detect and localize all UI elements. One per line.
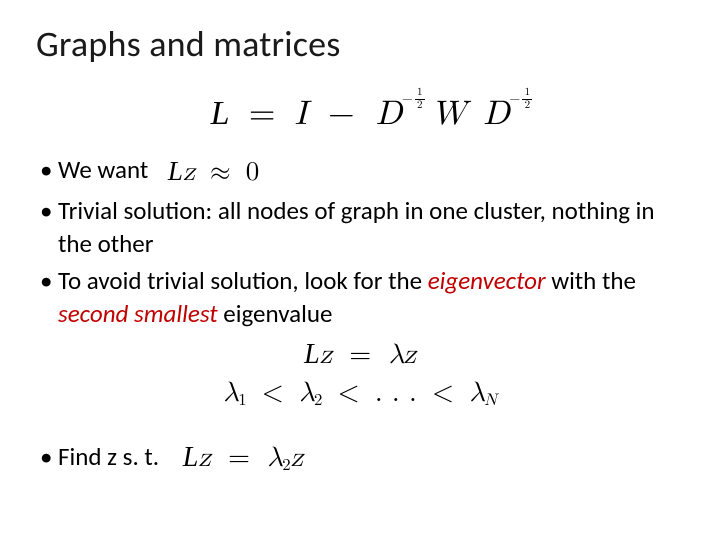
formula-lz-eq-lambda2-z: Lz = λ2z xyxy=(183,440,303,477)
emph-eigenvector: eigenvector xyxy=(428,265,546,296)
bullet-text-before: To avoid trivial solution, look for the xyxy=(58,265,428,296)
bullet-find-z: Find z s. t. Lz = λ2z xyxy=(40,440,684,478)
bullet-text: We want xyxy=(58,154,148,185)
emph-second-smallest: second smallest xyxy=(58,298,218,329)
formula-lambda-order: λ1 < λ2 < . . . < λN xyxy=(36,376,684,411)
bullet-text-mid: with the xyxy=(546,265,636,296)
slide: Graphs and matrices L = I − D −12 W D −1… xyxy=(0,0,720,540)
bullet-list: We want Lz ≈ 0 Trivial solution: all nod… xyxy=(36,153,684,330)
formula-lz-approx-0: Lz ≈ 0 xyxy=(168,154,259,191)
bullet-text: Find z s. t. xyxy=(58,441,159,472)
formula-lz-eq-lambda-z: Lz = λz xyxy=(36,338,684,372)
bullet-text-after: eigenvalue xyxy=(218,298,333,329)
slide-title: Graphs and matrices xyxy=(36,22,684,66)
main-formula: L = I − D −12 W D −12 xyxy=(36,94,684,135)
eigen-formula-block: Lz = λz λ1 < λ2 < . . . < λN xyxy=(36,338,684,411)
bullet-text: Trivial solution: all nodes of graph in … xyxy=(58,195,655,259)
bullet-avoid-trivial: To avoid trivial solution, look for the … xyxy=(40,264,684,330)
bullet-we-want: We want Lz ≈ 0 xyxy=(40,153,684,190)
bullet-list-2: Find z s. t. Lz = λ2z xyxy=(36,440,684,478)
bullet-trivial: Trivial solution: all nodes of graph in … xyxy=(40,194,684,260)
